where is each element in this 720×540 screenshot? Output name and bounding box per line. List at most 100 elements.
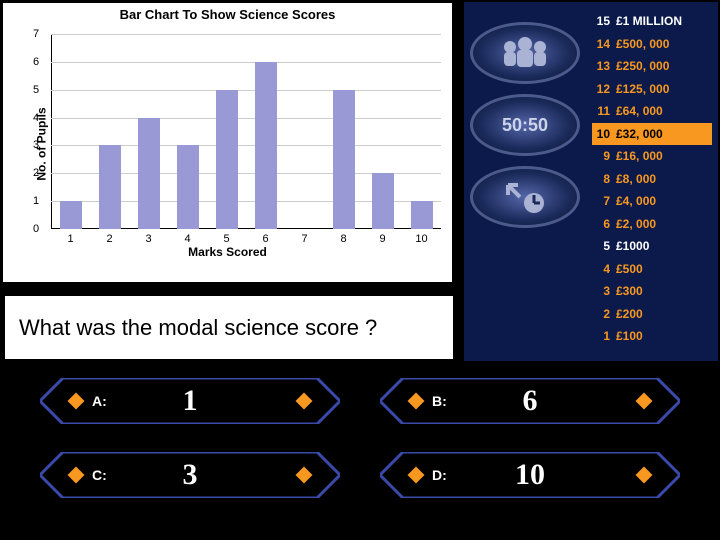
- money-val: £1000: [616, 239, 712, 253]
- chart-title: Bar Chart To Show Science Scores: [3, 3, 452, 26]
- money-val: £8, 000: [616, 172, 712, 186]
- chart-body: No. of Pupils 0123456712345678910 Marks …: [3, 26, 452, 261]
- money-row: 11£64, 000: [592, 100, 712, 123]
- answer-a[interactable]: A: 1: [40, 378, 340, 424]
- x-tick: 8: [340, 233, 346, 245]
- answer-c[interactable]: C: 3: [40, 452, 340, 498]
- money-row: 7£4, 000: [592, 190, 712, 213]
- x-tick: 2: [106, 233, 112, 245]
- answer-d-text: 10: [515, 458, 545, 492]
- bar: [60, 201, 82, 229]
- money-num: 14: [592, 37, 616, 51]
- answer-c-label: C:: [92, 467, 107, 483]
- y-tick: 7: [33, 28, 39, 40]
- money-val: £2, 000: [616, 217, 712, 231]
- answer-b[interactable]: B: 6: [380, 378, 680, 424]
- money-num: 13: [592, 59, 616, 73]
- x-tick: 3: [145, 233, 151, 245]
- money-val: £1 MILLION: [616, 14, 712, 28]
- money-val: £300: [616, 284, 712, 298]
- money-ladder: 15£1 MILLION14£500, 00013£250, 00012£125…: [592, 10, 712, 348]
- money-num: 12: [592, 82, 616, 96]
- money-val: £200: [616, 307, 712, 321]
- money-row: 4£500: [592, 258, 712, 281]
- bar: [177, 145, 199, 229]
- answer-d[interactable]: D: 10: [380, 452, 680, 498]
- money-val: £125, 000: [616, 82, 712, 96]
- money-num: 9: [592, 149, 616, 163]
- y-tick: 1: [33, 195, 39, 207]
- money-val: £64, 000: [616, 104, 712, 118]
- bar: [99, 145, 121, 229]
- money-num: 10: [592, 127, 616, 141]
- answer-c-text: 3: [183, 458, 198, 492]
- money-num: 6: [592, 217, 616, 231]
- gridline: [51, 34, 441, 35]
- lifeline-fifty[interactable]: 50:50: [470, 94, 580, 156]
- lifelines: 50:50: [470, 22, 595, 238]
- x-tick: 1: [67, 233, 73, 245]
- lifeline-phone[interactable]: [470, 166, 580, 228]
- money-row: 10£32, 000: [592, 123, 712, 146]
- money-val: £4, 000: [616, 194, 712, 208]
- x-tick: 6: [262, 233, 268, 245]
- money-val: £16, 000: [616, 149, 712, 163]
- money-val: £100: [616, 329, 712, 343]
- x-tick: 9: [379, 233, 385, 245]
- answer-a-text: 1: [183, 384, 198, 418]
- lifeline-audience[interactable]: [470, 22, 580, 84]
- answers-area: A: 1 B: 6 C: 3 D: 10: [0, 378, 720, 526]
- bar: [216, 90, 238, 229]
- x-tick: 10: [415, 233, 427, 245]
- money-num: 3: [592, 284, 616, 298]
- money-val: £500, 000: [616, 37, 712, 51]
- answer-a-label: A:: [92, 393, 107, 409]
- bar-chart-panel: Bar Chart To Show Science Scores No. of …: [0, 0, 455, 285]
- y-tick: 3: [33, 139, 39, 151]
- gridline: [51, 62, 441, 63]
- money-num: 15: [592, 14, 616, 28]
- y-tick: 4: [33, 112, 39, 124]
- gridline: [51, 118, 441, 119]
- question-text: What was the modal science score ?: [19, 315, 377, 341]
- money-val: £250, 000: [616, 59, 712, 73]
- money-row: 13£250, 000: [592, 55, 712, 78]
- y-tick: 0: [33, 223, 39, 235]
- bar: [411, 201, 433, 229]
- game-sidebar: 50:50 15£1 MILLION14£500, 00013£250, 000…: [462, 0, 720, 363]
- y-tick: 2: [33, 167, 39, 179]
- money-row: 14£500, 000: [592, 33, 712, 56]
- y-axis: [51, 34, 52, 229]
- fifty-label: 50:50: [502, 115, 548, 136]
- money-num: 5: [592, 239, 616, 253]
- money-row: 9£16, 000: [592, 145, 712, 168]
- y-tick: 5: [33, 84, 39, 96]
- answer-d-label: D:: [432, 467, 447, 483]
- money-row: 5£1000: [592, 235, 712, 258]
- money-num: 7: [592, 194, 616, 208]
- bar: [138, 118, 160, 229]
- x-tick: 7: [301, 233, 307, 245]
- bar: [333, 90, 355, 229]
- gridline: [51, 90, 441, 91]
- question-box: What was the modal science score ?: [4, 295, 454, 360]
- money-num: 4: [592, 262, 616, 276]
- money-row: 1£100: [592, 325, 712, 348]
- x-tick: 5: [223, 233, 229, 245]
- y-tick: 6: [33, 56, 39, 68]
- money-row: 12£125, 000: [592, 78, 712, 101]
- money-num: 11: [592, 104, 616, 118]
- plot-area: 0123456712345678910: [51, 34, 441, 229]
- money-num: 8: [592, 172, 616, 186]
- bar: [255, 62, 277, 229]
- x-axis-label: Marks Scored: [188, 245, 267, 259]
- x-tick: 4: [184, 233, 190, 245]
- answer-b-text: 6: [523, 384, 538, 418]
- bar: [372, 173, 394, 229]
- money-num: 1: [592, 329, 616, 343]
- money-row: 8£8, 000: [592, 168, 712, 191]
- money-val: £32, 000: [616, 127, 712, 141]
- money-row: 3£300: [592, 280, 712, 303]
- money-row: 6£2, 000: [592, 213, 712, 236]
- money-val: £500: [616, 262, 712, 276]
